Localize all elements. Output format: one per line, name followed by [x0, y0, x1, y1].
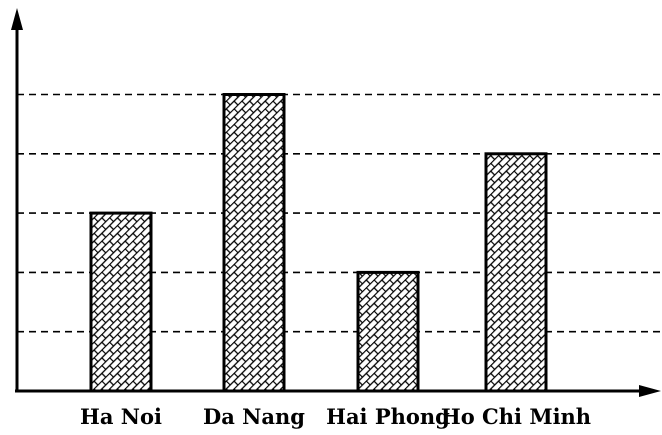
- x-axis-arrow-icon: [639, 385, 661, 397]
- bar-ho-chi-minh: [486, 154, 546, 391]
- x-tick-label: Ho Chi Minh: [441, 404, 591, 429]
- x-tick-label: Da Nang: [203, 404, 305, 429]
- bar-hai-phong: [358, 272, 418, 391]
- y-axis-arrow-icon: [11, 8, 23, 30]
- x-tick-label: Ha Noi: [80, 404, 162, 429]
- bars: [91, 95, 546, 392]
- x-tick-label: Hai Phong: [326, 404, 450, 429]
- bar-ha-noi: [91, 213, 151, 391]
- bar-da-nang: [224, 95, 284, 392]
